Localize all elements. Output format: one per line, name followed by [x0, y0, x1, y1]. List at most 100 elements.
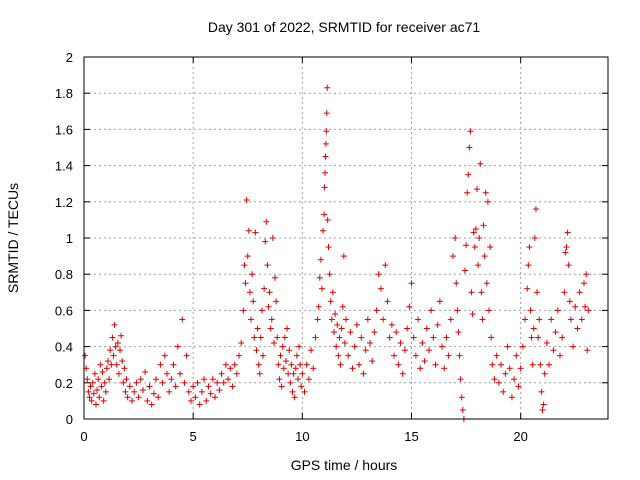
data-point	[443, 334, 450, 341]
data-point	[546, 361, 553, 368]
data-point	[468, 289, 475, 296]
data-point	[469, 311, 476, 318]
data-point	[142, 368, 149, 375]
data-point	[220, 379, 227, 386]
data-point	[323, 128, 330, 135]
data-point	[107, 347, 114, 354]
data-point	[338, 325, 345, 332]
y-tick-label: 1.4	[55, 159, 73, 174]
data-point	[430, 334, 437, 341]
data-point	[428, 307, 435, 314]
data-point	[108, 361, 115, 368]
data-point	[273, 298, 280, 305]
data-point	[166, 388, 173, 395]
data-point	[291, 394, 298, 401]
data-point	[470, 229, 477, 236]
data-point	[267, 325, 274, 332]
x-tick-label: 20	[513, 429, 527, 444]
data-point	[241, 262, 248, 269]
data-point	[94, 387, 101, 394]
data-point	[297, 361, 304, 368]
data-point	[453, 280, 460, 287]
data-point	[487, 244, 494, 251]
data-point	[559, 334, 566, 341]
data-point	[123, 376, 130, 383]
data-point	[286, 347, 293, 354]
data-point	[425, 347, 432, 354]
data-point	[445, 352, 452, 359]
data-point	[179, 316, 186, 323]
data-point	[201, 376, 208, 383]
data-point	[292, 365, 299, 372]
data-point	[95, 376, 102, 383]
data-point	[262, 238, 269, 245]
data-point	[257, 334, 264, 341]
data-point	[314, 316, 321, 323]
data-point	[296, 343, 303, 350]
data-point	[263, 218, 270, 225]
y-tick-labels: 0 0.2 0.4 0.6 0.8 1 1.2 1.4 1.6 1.8 2	[55, 50, 73, 427]
data-point	[244, 253, 251, 260]
data-point	[114, 339, 121, 346]
data-point	[310, 365, 317, 372]
data-point	[185, 388, 192, 395]
data-point	[531, 235, 538, 241]
data-point	[133, 379, 140, 386]
data-point	[388, 321, 395, 328]
data-point	[137, 376, 144, 383]
data-point	[253, 347, 260, 354]
data-point	[556, 352, 563, 359]
data-point	[415, 316, 422, 323]
data-point	[328, 316, 335, 323]
data-point	[207, 390, 214, 397]
data-point	[279, 343, 286, 350]
data-point	[209, 376, 216, 383]
data-point	[530, 325, 537, 332]
data-point	[183, 352, 190, 359]
data-point	[395, 361, 402, 368]
data-point	[252, 229, 259, 236]
data-point	[552, 329, 559, 336]
y-axis-label: SRMTID / TECUs	[5, 183, 21, 293]
data-point	[322, 169, 329, 176]
data-point	[459, 406, 466, 413]
data-point	[455, 329, 462, 336]
data-point	[377, 285, 384, 292]
data-point	[203, 397, 210, 404]
data-point	[122, 388, 129, 395]
data-point	[582, 303, 589, 310]
data-point	[256, 370, 263, 377]
data-point	[299, 370, 306, 377]
data-point	[380, 316, 387, 323]
data-point	[482, 189, 489, 196]
data-point	[303, 361, 310, 368]
data-point	[315, 303, 322, 310]
data-point	[583, 271, 590, 278]
data-point	[406, 303, 413, 310]
data-point	[332, 311, 339, 318]
data-point	[106, 376, 113, 383]
data-point	[126, 383, 133, 390]
data-point	[190, 383, 197, 390]
data-point	[103, 365, 110, 372]
data-point	[502, 370, 509, 377]
data-point	[324, 84, 331, 91]
data-point	[423, 325, 430, 332]
data-point	[308, 347, 315, 354]
data-point	[100, 397, 107, 404]
data-point	[412, 352, 419, 359]
data-point	[298, 383, 305, 390]
data-point	[278, 383, 285, 390]
data-point	[214, 379, 221, 386]
data-point	[131, 388, 138, 395]
data-point	[109, 334, 116, 341]
data-point	[216, 387, 223, 394]
data-point	[236, 352, 243, 359]
data-point	[99, 368, 106, 375]
data-point	[117, 347, 124, 354]
data-point	[163, 370, 170, 377]
data-point	[266, 289, 273, 296]
data-point	[293, 352, 300, 359]
data-point	[85, 388, 92, 395]
x-tick-label: 5	[190, 429, 197, 444]
